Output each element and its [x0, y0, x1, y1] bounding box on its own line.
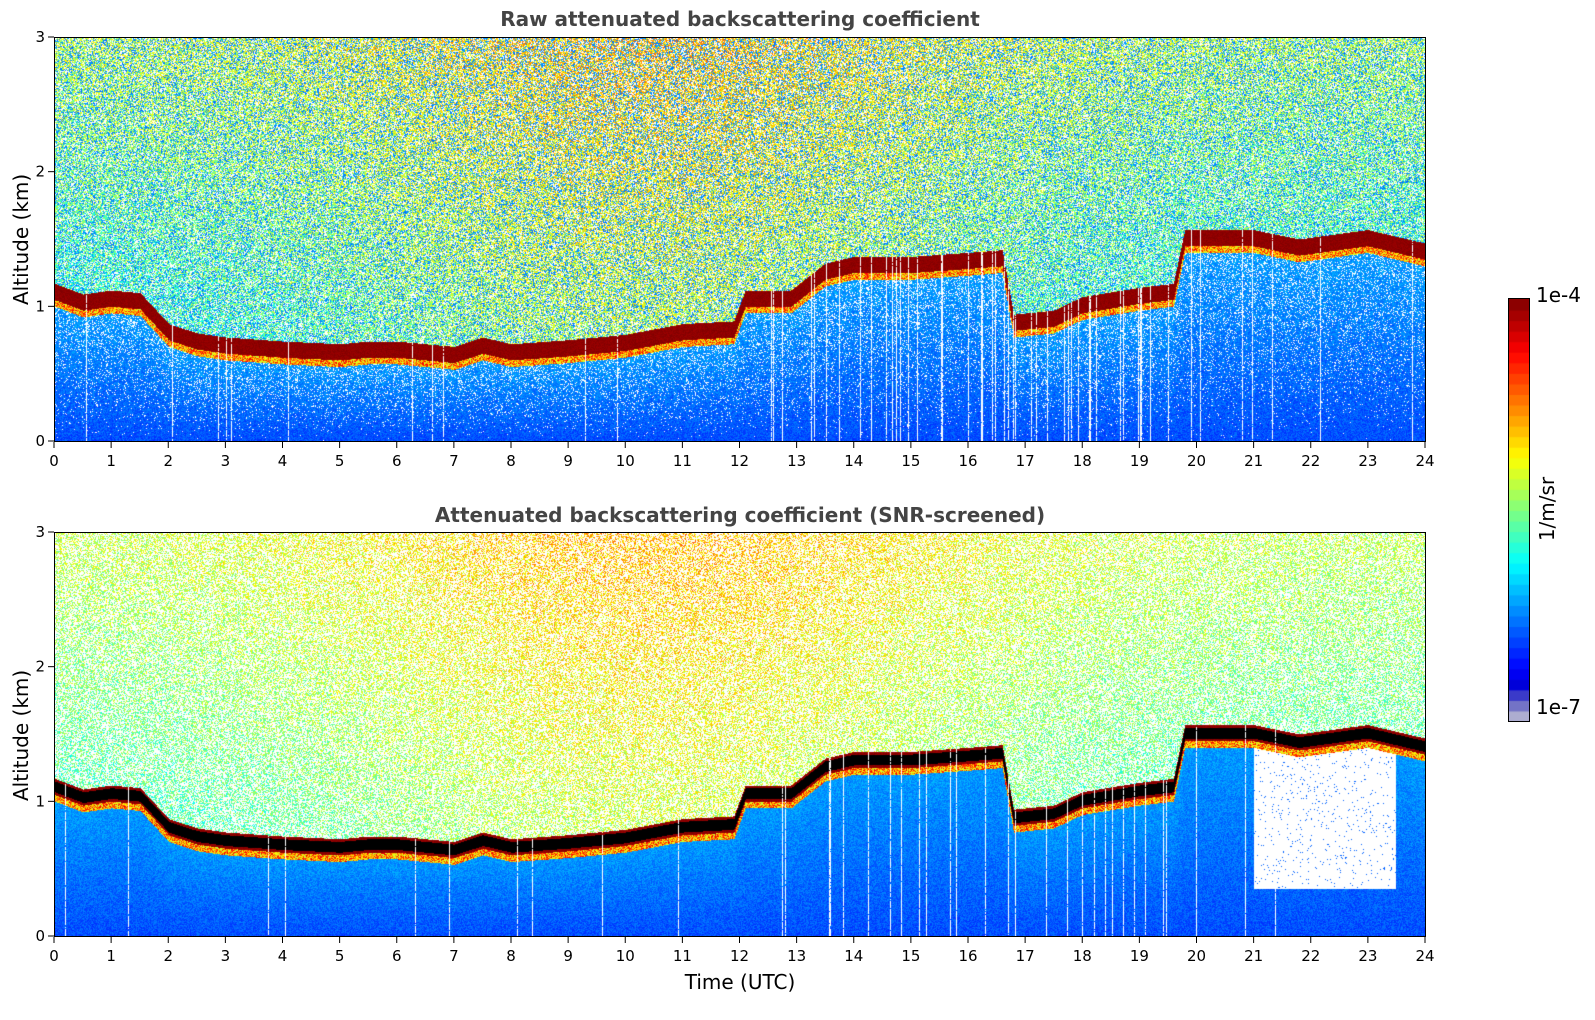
top-x-tick-label: 20: [1187, 452, 1206, 470]
top-x-tick-label: 14: [844, 452, 863, 470]
bottom-x-tick-label: 0: [49, 947, 59, 965]
top-x-tick-label: 11: [673, 452, 692, 470]
bottom-x-tick-label: 22: [1301, 947, 1320, 965]
top-x-tick-label: 1: [106, 452, 116, 470]
top-x-tick-label: 17: [1016, 452, 1035, 470]
top-axes: 0 1 2 3 4 5 6 7 8 9 10 11 12 13 14 15 16 17 18 19 20 21 22 23 24…: [35, 28, 1434, 470]
top-y-tick-label: 1: [35, 297, 45, 315]
top-x-tick-label: 19: [1130, 452, 1149, 470]
top-x-tick-label: 7: [449, 452, 459, 470]
top-x-tick-label: 0: [49, 452, 59, 470]
top-x-tick-label: 15: [901, 452, 920, 470]
bottom-x-tick-label: 1: [106, 947, 116, 965]
bottom-x-tick-label: 6: [392, 947, 402, 965]
bottom-y-tick-label: 3: [35, 523, 45, 541]
top-x-tick-label: 5: [335, 452, 345, 470]
top-x-tick-label: 6: [392, 452, 402, 470]
top-x-tick-label: 9: [563, 452, 573, 470]
top-x-tick-label: 10: [616, 452, 635, 470]
top-x-tick-label: 3: [221, 452, 231, 470]
top-y-tick-label: 3: [35, 28, 45, 46]
bottom-y-tick-label: 0: [35, 927, 45, 945]
bottom-x-tick-label: 2: [163, 947, 173, 965]
bottom-x-tick-label: 5: [335, 947, 345, 965]
bottom-x-tick-label: 11: [673, 947, 692, 965]
top-x-tick-label: 18: [1073, 452, 1092, 470]
top-x-tick-label: 13: [787, 452, 806, 470]
bottom-y-tick-label: 1: [35, 792, 45, 810]
bottom-x-tick-label: 17: [1016, 947, 1035, 965]
colorbar-unit-label: 1/m/sr: [1535, 476, 1559, 542]
bottom-x-tick-label: 18: [1073, 947, 1092, 965]
bottom-x-tick-label: 7: [449, 947, 459, 965]
bottom-heatmap: [54, 532, 1426, 937]
top-heatmap-canvas: [55, 38, 1425, 441]
top-x-tick-label: 2: [163, 452, 173, 470]
top-x-tick-label: 24: [1415, 452, 1434, 470]
bottom-x-tick-label: 15: [901, 947, 920, 965]
bottom-x-tick-label: 16: [958, 947, 977, 965]
bottom-x-tick-label: 20: [1187, 947, 1206, 965]
top-heatmap: [54, 37, 1426, 442]
bottom-x-tick-label: 9: [563, 947, 573, 965]
bottom-x-tick-label: 12: [730, 947, 749, 965]
bottom-x-tick-label: 8: [506, 947, 516, 965]
top-x-tick-label: 23: [1358, 452, 1377, 470]
colorbar-min-label: 1e-7: [1536, 695, 1581, 719]
colorbar-gradient: [1509, 299, 1529, 721]
bottom-x-tick-label: 13: [787, 947, 806, 965]
top-x-tick-label: 22: [1301, 452, 1320, 470]
bottom-axes: 0 1 2 3 4 5 6 7 8 9 10 11 12 13 14 15 16 17 18 19 20 21 22 23 24…: [35, 523, 1434, 965]
colorbar-max-label: 1e-4: [1536, 283, 1581, 307]
bottom-x-tick-label: 10: [616, 947, 635, 965]
bottom-y-tick-label: 2: [35, 658, 45, 676]
bottom-x-tick-label: 24: [1415, 947, 1434, 965]
bottom-x-tick-label: 3: [221, 947, 231, 965]
x-axis-label: Time (UTC): [684, 970, 796, 994]
bottom-x-tick-label: 23: [1358, 947, 1377, 965]
top-x-tick-label: 8: [506, 452, 516, 470]
bottom-x-tick-label: 21: [1244, 947, 1263, 965]
bottom-panel-title: Attenuated backscattering coefficient (S…: [434, 503, 1046, 527]
top-x-tick-label: 4: [278, 452, 288, 470]
top-panel-title: Raw attenuated backscattering coefficien…: [500, 7, 980, 31]
top-y-tick-label: 2: [35, 163, 45, 181]
top-x-tick-label: 21: [1244, 452, 1263, 470]
top-y-tick-label: 0: [35, 432, 45, 450]
bottom-x-tick-label: 4: [278, 947, 288, 965]
bottom-heatmap-canvas: [55, 533, 1425, 936]
top-x-tick-label: 16: [958, 452, 977, 470]
bottom-x-tick-label: 14: [844, 947, 863, 965]
colorbar: [1508, 298, 1530, 722]
bottom-x-tick-label: 19: [1130, 947, 1149, 965]
top-x-tick-label: 12: [730, 452, 749, 470]
